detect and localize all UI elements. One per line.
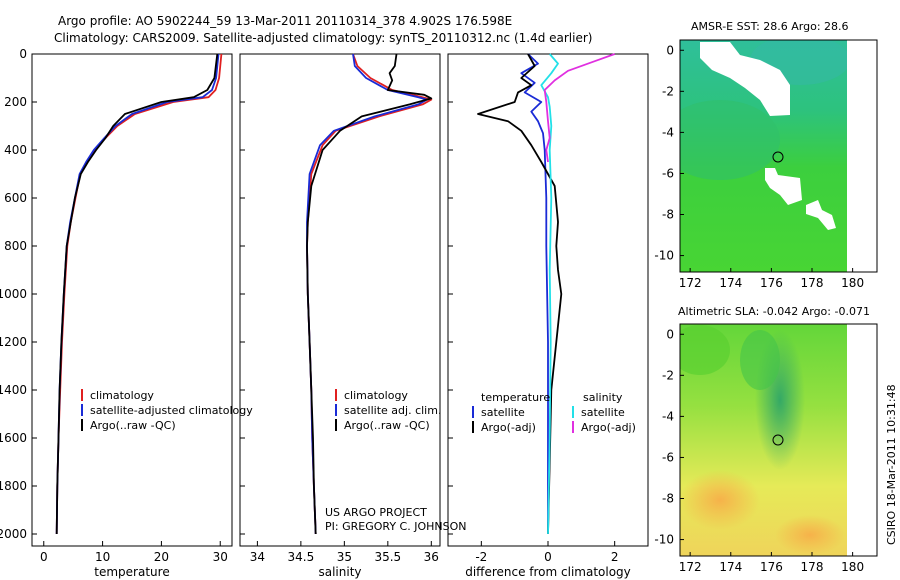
sst-land-mask-south <box>765 168 802 205</box>
difference-legend-label: Argo(-adj) <box>581 421 636 434</box>
temperature-y-tick-label: 600 <box>4 191 27 205</box>
temperature-x-tick-label: 10 <box>95 550 110 564</box>
temperature-y-tick-label: 0 <box>19 47 27 61</box>
temperature-x-tick-label: 0 <box>40 550 48 564</box>
difference-series-salinity-argo-adj- <box>543 53 616 163</box>
sla_map-x-tick-label: 172 <box>679 560 702 574</box>
sla-argo-float-marker <box>772 434 784 446</box>
temperature-legend-label: satellite-adjusted climatology <box>90 404 253 417</box>
sst_map-y-tick-label: -8 <box>662 208 674 222</box>
difference-x-tick-label: 0 <box>544 550 552 564</box>
sla_map-x-tick-label: 180 <box>841 560 864 574</box>
sst_map-frame <box>679 39 878 273</box>
temperature-series-satellite-adjusted-climatology <box>55 53 220 535</box>
temperature-y-tick-label: 200 <box>4 95 27 109</box>
temperature-x-label: temperature <box>94 565 169 579</box>
pi-label: PI: GREGORY C. JOHNSON <box>325 520 466 533</box>
temperature-y-tick-label: 1600 <box>0 431 27 445</box>
salinity-series-satellite-adj-clim- <box>306 53 428 535</box>
salinity-x-tick-label: 35 <box>337 550 352 564</box>
sst_map-y-tick-label: -2 <box>662 84 674 98</box>
sla_map-x-tick-label: 176 <box>760 560 783 574</box>
sst_map-x-tick-label: 176 <box>760 276 783 290</box>
temperature-y-tick-label: 400 <box>4 143 27 157</box>
temperature-legend-label: Argo(..raw -QC) <box>90 419 176 432</box>
difference-legend-header-temperature: temperature <box>481 391 550 404</box>
sst_map-y-tick-label: -4 <box>662 125 674 139</box>
sla_map-y-tick-label: -8 <box>662 492 674 506</box>
sla_map-y-tick-label: -4 <box>662 409 674 423</box>
sla_map-x-tick-label: 178 <box>801 560 824 574</box>
salinity-series-argo-raw-qc- <box>306 53 433 535</box>
difference-legend-label: satellite <box>481 406 525 419</box>
sst_map-x-tick-label: 172 <box>679 276 702 290</box>
salinity-series-climatology <box>306 53 433 535</box>
temperature-x-tick-label: 30 <box>213 550 228 564</box>
sla_map-y-tick-label: -2 <box>662 368 674 382</box>
title-line-1: Argo profile: AO 5902244_59 13-Mar-2011 … <box>58 14 512 28</box>
salinity-x-tick-label: 34 <box>250 550 265 564</box>
temperature-y-tick-label: 1400 <box>0 383 27 397</box>
difference-legend-label: satellite <box>581 406 625 419</box>
salinity-panel: 34 34.5 35 35.5 36 salinity climatology satelli… <box>239 53 441 579</box>
difference-legend-label: Argo(-adj) <box>481 421 536 434</box>
temperature-panel: 0 10 20 30 0 200 400 600 800 1000 1200 1400 1600 1800… <box>0 47 253 579</box>
sst_map-x-tick-label: 174 <box>719 276 742 290</box>
difference-series-salinity-satellite <box>540 53 559 535</box>
sla_map-frame <box>679 323 878 557</box>
temperature-axes-frame <box>31 53 233 547</box>
temperature-x-tick-label: 20 <box>154 550 169 564</box>
project-label: US ARGO PROJECT <box>325 506 427 519</box>
temperature-legend-label: climatology <box>90 389 154 402</box>
timestamp-label: CSIRO 18-Mar-2011 10:31:48 <box>885 384 898 545</box>
sst-land-mask-small <box>806 200 836 230</box>
temperature-y-tick-label: 800 <box>4 239 27 253</box>
sst-land-mask-north <box>700 42 790 116</box>
difference-x-label: difference from climatology <box>465 565 631 579</box>
salinity-axes-frame <box>239 53 441 547</box>
temperature-y-tick-label: 1200 <box>0 335 27 349</box>
sst_map-y-tick-label: -6 <box>662 166 674 180</box>
sst-map-title: AMSR-E SST: 28.6 Argo: 28.6 <box>691 20 849 33</box>
salinity-x-tick-label: 34.5 <box>288 550 315 564</box>
salinity-legend-label: Argo(..raw -QC) <box>344 419 430 432</box>
sst-map: AMSR-E SST: 28.6 Argo: 28.6 172 174 176 178… <box>654 20 878 290</box>
title-line-2: Climatology: CARS2009. Satellite-adjuste… <box>54 31 592 45</box>
sla_map-y-tick-label: -6 <box>662 450 674 464</box>
temperature-y-tick-label: 1800 <box>0 479 27 493</box>
sla_map-x-tick-label: 174 <box>719 560 742 574</box>
salinity-x-tick-label: 35.5 <box>374 550 401 564</box>
sla-map: Altimetric SLA: -0.042 Argo: -0.071 172 1… <box>654 305 878 574</box>
sla-map-title: Altimetric SLA: -0.042 Argo: -0.071 <box>678 305 870 318</box>
temperature-y-tick-label: 1000 <box>0 287 27 301</box>
sst_map-y-tick-label: -10 <box>654 249 674 263</box>
salinity-x-tick-label: 36 <box>424 550 439 564</box>
temperature-series-climatology <box>55 53 223 535</box>
sst-argo-float-marker <box>772 151 784 163</box>
sla_map-y-tick-label: -10 <box>654 533 674 547</box>
salinity-legend-label: climatology <box>344 389 408 402</box>
difference-series-temperature-argo-adj- <box>477 53 563 535</box>
difference-x-tick-label: -2 <box>475 550 487 564</box>
difference-x-tick-label: 2 <box>611 550 619 564</box>
temperature-y-tick-label: 2000 <box>0 527 27 541</box>
difference-series-temperature-satellite <box>520 53 549 534</box>
salinity-x-label: salinity <box>318 565 361 579</box>
temperature-series-argo-raw-qc- <box>55 53 219 535</box>
sst_map-x-tick-label: 180 <box>841 276 864 290</box>
difference-legend-header-salinity: salinity <box>583 391 623 404</box>
salinity-legend-label: satellite adj. clim. <box>344 404 441 417</box>
sst_map-y-tick-label: 0 <box>666 43 674 57</box>
sst_map-x-tick-label: 178 <box>801 276 824 290</box>
sla_map-y-tick-label: 0 <box>666 327 674 341</box>
